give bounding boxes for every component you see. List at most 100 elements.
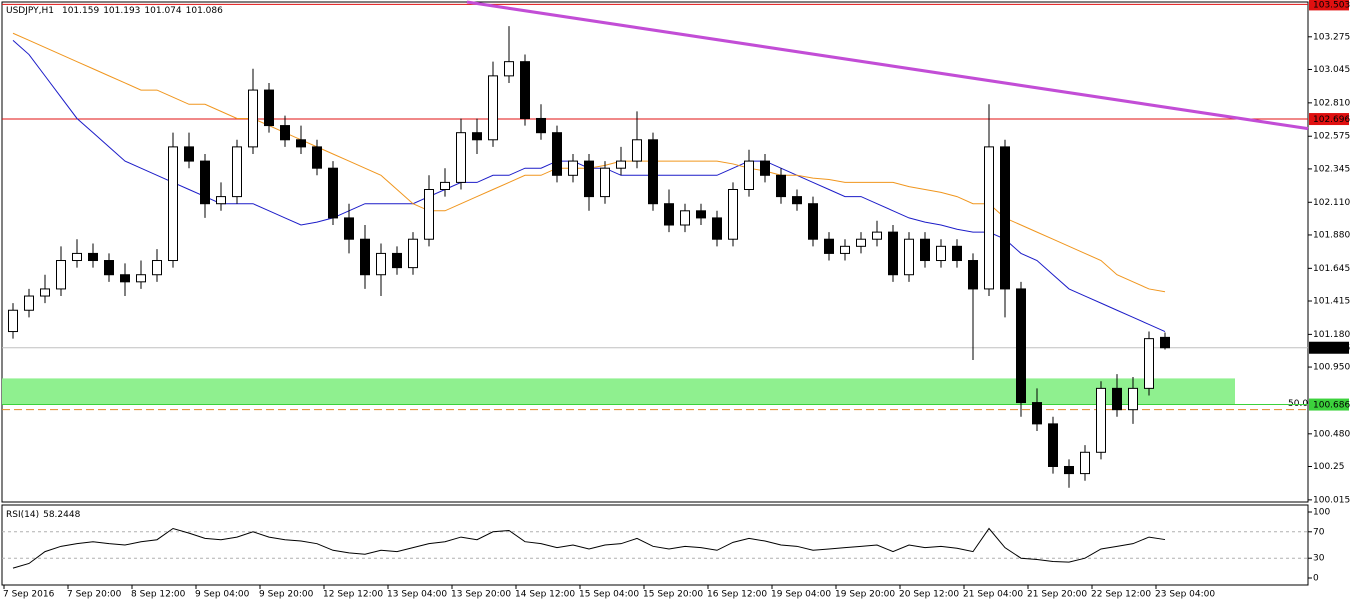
rsi-value: 58.2448 — [43, 510, 80, 520]
symbol-header: USDJPY,H1 101.159 101.193 101.074 101.086 — [6, 6, 223, 16]
candle-body — [504, 61, 514, 77]
candle-body — [904, 238, 914, 276]
trendline — [466, 0, 1309, 131]
level-box — [1309, 398, 1349, 411]
candle-body — [200, 160, 210, 205]
candle-body — [920, 238, 930, 262]
y-tick-label: 101.880 — [1313, 230, 1350, 240]
y-tick-label: 100.950 — [1313, 363, 1350, 373]
header-value: 101.193 — [103, 6, 140, 16]
rsi-title: RSI(14) 58.2448 — [6, 510, 81, 520]
candle-body — [600, 167, 610, 198]
x-tick-label: 14 Sep 12:00 — [515, 590, 575, 600]
y-tick-label: 100 — [1313, 508, 1330, 518]
candle-body — [440, 181, 450, 190]
candle-body — [56, 260, 66, 290]
candle-body — [1160, 336, 1170, 349]
header-value: 101.074 — [144, 6, 181, 16]
y-tick-label: 0 — [1313, 574, 1319, 584]
x-tick-label: 19 Sep 04:00 — [771, 590, 831, 600]
header-value: USDJPY,H1 — [6, 6, 54, 16]
header-value: 101.086 — [186, 6, 223, 16]
x-tick-label: 13 Sep 20:00 — [451, 590, 511, 600]
candle-body — [744, 160, 754, 191]
candle-body — [328, 167, 338, 219]
candle-body — [1128, 387, 1138, 411]
candle-body — [488, 75, 498, 141]
support-zone — [2, 378, 1235, 404]
candle-body — [216, 196, 226, 205]
x-tick-label: 16 Sep 12:00 — [707, 590, 767, 600]
y-tick-label: 103.275 — [1313, 32, 1350, 42]
candle-body — [568, 160, 578, 176]
x-tick-label: 23 Sep 04:00 — [1155, 590, 1215, 600]
y-tick-label: 102.345 — [1313, 164, 1350, 174]
candle-body — [344, 217, 354, 240]
level-label: 102.696 — [1313, 115, 1350, 125]
candle-body — [936, 245, 946, 262]
candle-body — [72, 252, 82, 262]
x-tick-label: 15 Sep 04:00 — [579, 590, 639, 600]
candle-body — [824, 238, 834, 254]
y-tick-label: 101.415 — [1313, 297, 1350, 307]
candle-body — [392, 252, 402, 269]
y-tick-label: 70 — [1313, 527, 1325, 537]
candle-body — [1016, 288, 1026, 404]
candle-body — [1112, 387, 1122, 411]
candle-body — [264, 89, 274, 127]
candle-body — [648, 139, 658, 205]
y-tick-label: 100.480 — [1313, 429, 1350, 439]
main-frame — [1, 1, 1309, 503]
candle-body — [88, 252, 98, 262]
candle-body — [1048, 423, 1058, 467]
candle-body — [840, 245, 850, 254]
x-tick-label: 13 Sep 04:00 — [387, 590, 447, 600]
level-box — [1309, 113, 1349, 126]
rsi-line — [12, 527, 1166, 569]
candle-body — [776, 174, 786, 198]
candle-body — [664, 203, 674, 226]
y-tick-label: 101.645 — [1313, 264, 1350, 274]
candle-body — [40, 288, 50, 297]
candle-body — [760, 160, 770, 176]
candle-body — [952, 245, 962, 262]
candle-body — [312, 146, 322, 169]
candle-body — [1144, 338, 1154, 389]
candle-body — [792, 196, 802, 205]
x-tick-label: 7 Sep 2016 — [3, 590, 55, 600]
x-tick-label: 21 Sep 20:00 — [1027, 590, 1087, 600]
candle-body — [472, 132, 482, 141]
y-tick-label: 102.575 — [1313, 132, 1350, 142]
candle-body — [360, 238, 370, 276]
candle-body — [520, 61, 530, 119]
candle-body — [808, 203, 818, 240]
candle-body — [888, 231, 898, 276]
x-tick-label: 9 Sep 04:00 — [195, 590, 250, 600]
x-tick-label: 15 Sep 20:00 — [643, 590, 703, 600]
candle-body — [536, 117, 546, 134]
x-tick-label: 9 Sep 20:00 — [259, 590, 314, 600]
candle-body — [104, 260, 114, 276]
level-label: 100.686 — [1313, 401, 1350, 411]
candle-body — [248, 89, 258, 148]
candle-body — [8, 309, 18, 333]
candle-body — [872, 231, 882, 240]
y-tick-label: 103.045 — [1313, 65, 1350, 75]
candle-body — [24, 295, 34, 311]
candle-body — [1064, 465, 1074, 475]
x-tick-label: 21 Sep 04:00 — [963, 590, 1023, 600]
candle-body — [424, 189, 434, 240]
x-tick-label: 19 Sep 20:00 — [835, 590, 895, 600]
candle-body — [136, 274, 146, 283]
candle-body — [296, 139, 306, 148]
x-tick-label: 7 Sep 20:00 — [67, 590, 122, 600]
candle-body — [968, 260, 978, 290]
y-tick-label: 102.110 — [1313, 198, 1350, 208]
candle-body — [696, 210, 706, 219]
candle-body — [280, 125, 290, 141]
candle-body — [712, 217, 722, 240]
candle-body — [232, 146, 242, 198]
y-tick-label: 100.015 — [1313, 495, 1350, 505]
y-tick-label: 30 — [1313, 554, 1325, 564]
